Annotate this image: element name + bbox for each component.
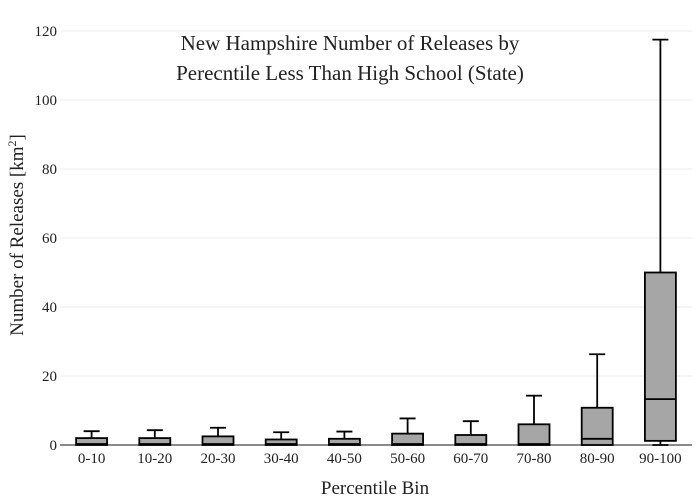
y-axis-title-suffix: ] [7,134,28,140]
iqr-box-70-80 [517,423,551,446]
y-axis-title-superscript: 2 [5,140,19,146]
x-axis-title: Percentile Bin [321,478,430,499]
y-tick-label-80: 80 [42,162,57,178]
iqr-box-20-30 [201,435,235,446]
box-30-40 [264,431,298,446]
x-tick-label-0-10: 0-10 [78,451,106,467]
y-axis-ticks: 0 20 40 60 80 100 120 [35,24,58,454]
y-tick-label-40: 40 [42,300,57,316]
iqr-box-10-20 [138,437,172,446]
box-70-80 [517,394,551,446]
y-axis-title-main: Number of Releases [km [7,146,28,336]
y-tick-label-120: 120 [35,24,58,40]
x-tick-label-50-60: 50-60 [390,451,425,467]
iqr-box-0-10 [75,437,108,446]
x-tick-label-20-30: 20-30 [201,451,236,467]
x-axis-ticks: 0-10 10-20 20-30 30-40 40-50 50-60 60-70 70-80 8… [78,451,682,467]
y-tick-label-100: 100 [35,93,58,109]
box-0-10 [75,430,108,446]
iqr-box-40-50 [327,437,361,446]
y-tick-label-0: 0 [50,438,58,454]
box-series [75,38,677,446]
x-tick-label-10-20: 10-20 [137,451,172,467]
iqr-box-90-100 [644,271,677,442]
iqr-box-30-40 [264,438,298,446]
y-tick-label-60: 60 [42,231,57,247]
box-80-90 [580,353,614,446]
x-tick-label-80-90: 80-90 [580,451,615,467]
x-tick-label-30-40: 30-40 [264,451,299,467]
box-20-30 [201,426,235,446]
iqr-box-60-70 [454,434,488,446]
box-50-60 [391,417,425,446]
x-tick-label-40-50: 40-50 [327,451,362,467]
iqr-box-50-60 [391,432,425,446]
chart-title-line-1: New Hampshire Number of Releases by [181,31,520,55]
box-90-100 [644,38,677,446]
x-tick-label-60-70: 60-70 [453,451,488,467]
box-40-50 [327,430,361,446]
box-60-70 [454,420,488,446]
box-10-20 [138,429,172,446]
y-tick-label-20: 20 [42,369,57,385]
y-axis-title: Number of Releases [km2] [5,134,28,336]
chart-title-line-2: Perecntile Less Than High School (State) [176,61,524,85]
x-tick-label-70-80: 70-80 [517,451,552,467]
x-tick-label-90-100: 90-100 [639,451,682,467]
